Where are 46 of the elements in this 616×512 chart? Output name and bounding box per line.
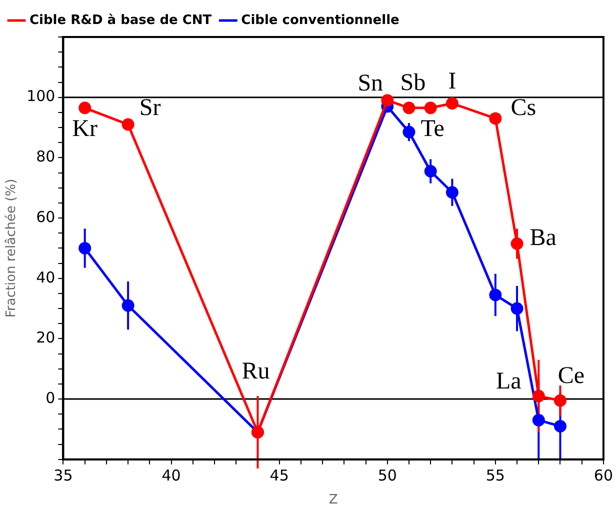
- x-axis-title: Z: [328, 492, 338, 508]
- point: [122, 299, 134, 312]
- point: [424, 102, 437, 114]
- annotation: Ru: [242, 358, 270, 385]
- x-tick-label: 45: [270, 466, 289, 484]
- point: [554, 420, 566, 432]
- point: [489, 112, 502, 125]
- annotation: I: [448, 68, 456, 95]
- legend-label: Cible conventionnelle: [241, 12, 400, 28]
- point: [446, 97, 458, 110]
- x-tick-label: 50: [378, 466, 397, 484]
- point: [510, 302, 524, 315]
- point: [489, 288, 502, 302]
- point: [78, 102, 92, 114]
- x-tick-label: 60: [594, 466, 614, 484]
- point: [122, 118, 134, 131]
- annotation: Cs: [510, 94, 536, 121]
- y-tick-label: 80: [36, 148, 56, 166]
- y-tick-label: 0: [46, 388, 56, 407]
- annotation: Ba: [530, 224, 557, 251]
- point: [78, 242, 92, 254]
- point: [532, 414, 545, 426]
- point: [510, 237, 524, 250]
- annotation: Sr: [139, 94, 161, 121]
- point: [402, 102, 416, 114]
- legend-label: Cible R&D à base de CNT: [30, 12, 212, 28]
- y-tick-label: 60: [36, 208, 56, 226]
- x-tick-label: 40: [162, 466, 181, 484]
- point: [402, 126, 416, 138]
- annotation: Ce: [558, 362, 585, 389]
- annotation: Te: [420, 116, 444, 142]
- point: [446, 186, 458, 199]
- x-tick-label: 55: [486, 466, 505, 484]
- annotation: Kr: [72, 116, 98, 142]
- point: [554, 394, 566, 407]
- point: [381, 94, 394, 107]
- annotation: La: [496, 368, 522, 394]
- point: [424, 165, 437, 178]
- y-tick-label: 40: [36, 268, 56, 286]
- y-axis-title: Fraction relâchée (%): [4, 178, 20, 318]
- y-tick-label: 100: [26, 87, 56, 106]
- point: [532, 390, 545, 402]
- x-tick-label: 35: [54, 466, 73, 484]
- annotation: Sb: [400, 70, 426, 96]
- annotation: Sn: [358, 70, 384, 97]
- y-tick-label: 20: [36, 328, 56, 347]
